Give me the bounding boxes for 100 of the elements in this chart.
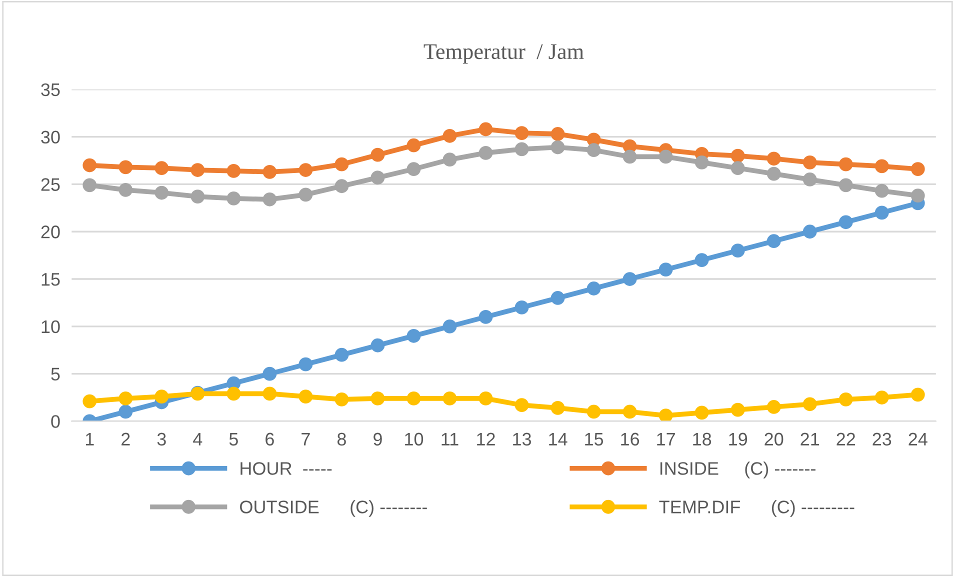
point (442, 128, 457, 143)
point (406, 392, 421, 406)
point (226, 386, 241, 401)
x-tick-label: 9 (374, 432, 382, 446)
point (370, 338, 385, 352)
point (838, 392, 853, 406)
point (82, 394, 97, 408)
legend-label: TEMP.DIF (C) --------- (659, 500, 854, 517)
point (334, 348, 349, 362)
x-tick-label: 12 (477, 432, 495, 446)
x-tick-label: 2 (122, 432, 130, 446)
y-tick-label: 0 (51, 415, 60, 428)
point (370, 148, 385, 162)
y-tick-label: 5 (51, 368, 60, 381)
y-tick-label: 15 (42, 273, 60, 286)
y-tick-label: 35 (41, 83, 60, 96)
point (262, 386, 277, 401)
point (154, 186, 169, 200)
point (514, 126, 529, 140)
point (694, 155, 709, 170)
y-tick-label: 25 (41, 178, 60, 191)
x-tick-label: 17 (657, 432, 675, 446)
point (118, 160, 133, 174)
point (766, 166, 781, 181)
point (766, 152, 781, 166)
point (406, 162, 421, 176)
point (334, 392, 349, 406)
point (442, 392, 457, 406)
x-tick-label: 10 (405, 432, 424, 446)
point (442, 319, 457, 334)
point (874, 206, 889, 220)
point (118, 404, 133, 419)
point (118, 182, 133, 197)
point (550, 140, 565, 154)
x-tick-label: 1 (86, 432, 94, 446)
point (802, 172, 817, 186)
point (406, 138, 421, 152)
point (190, 163, 205, 177)
point (730, 148, 745, 163)
point (370, 392, 385, 406)
x-tick-label: 19 (729, 432, 748, 446)
point (658, 408, 673, 422)
x-tick-label: 4 (193, 432, 202, 446)
x-tick-label: 16 (621, 432, 640, 446)
x-tick-label: 13 (513, 432, 532, 446)
point (334, 157, 349, 172)
point (622, 404, 637, 419)
point (874, 159, 889, 174)
point (334, 179, 349, 194)
point (154, 161, 169, 176)
point (478, 392, 493, 406)
point (118, 392, 133, 406)
point (262, 192, 277, 206)
point (226, 164, 241, 178)
point (766, 400, 781, 414)
x-tick-label: 14 (549, 432, 568, 446)
point (766, 234, 781, 248)
point (550, 127, 565, 141)
point (802, 155, 817, 170)
legend-label: HOUR ----- (240, 462, 332, 475)
point (658, 150, 673, 164)
x-tick-label: 21 (800, 432, 820, 446)
y-tick-label: 30 (41, 130, 60, 144)
x-tick-label: 8 (337, 432, 346, 446)
x-tick-label: 23 (872, 432, 892, 446)
point (478, 122, 493, 136)
x-tick-label: 6 (266, 432, 274, 446)
x-tick-label: 5 (229, 432, 238, 446)
point (658, 262, 673, 276)
point (154, 390, 169, 404)
point (622, 150, 637, 164)
point (190, 190, 205, 204)
point (298, 357, 313, 372)
point (730, 244, 745, 258)
point (478, 310, 493, 324)
y-tick-label: 20 (41, 226, 60, 238)
x-tick-label: 11 (442, 432, 458, 446)
point (262, 366, 277, 381)
point (910, 388, 925, 402)
point (82, 158, 97, 172)
point (910, 188, 925, 203)
x-tick-label: 3 (157, 432, 166, 446)
point (622, 272, 637, 286)
point (298, 163, 313, 177)
chart-title: Temperatur / Jam (424, 44, 584, 64)
point (226, 192, 241, 206)
point (550, 400, 565, 415)
point (694, 406, 709, 420)
y-tick-label: 10 (42, 320, 60, 334)
point (586, 404, 601, 419)
x-tick-label: 24 (908, 432, 928, 446)
point (478, 146, 493, 160)
x-tick-label: 20 (764, 432, 784, 446)
x-tick-label: 7 (302, 432, 310, 446)
point (262, 164, 277, 179)
legend-label: OUTSIDE (C) -------- (240, 500, 427, 517)
point (586, 143, 601, 158)
point (82, 178, 97, 192)
point (514, 398, 529, 412)
point (838, 178, 853, 192)
